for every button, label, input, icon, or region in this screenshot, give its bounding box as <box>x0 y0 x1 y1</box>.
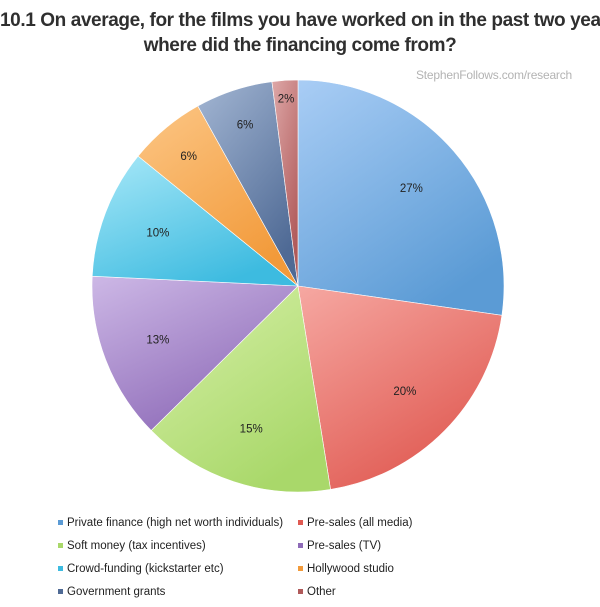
legend-swatch <box>58 589 63 594</box>
legend-swatch <box>298 589 303 594</box>
chart-title: 10.1 On average, for the films you have … <box>0 8 600 58</box>
legend-swatch <box>298 566 303 571</box>
legend-label: Pre-sales (TV) <box>307 539 382 552</box>
legend-swatch <box>58 566 63 571</box>
chart-title-line-1: 10.1 On average, for the films you have … <box>0 10 600 31</box>
pie-labels: 27% 20% 15% 13% 10% 6% 6% 2% <box>146 93 423 435</box>
pie-slice <box>271 79 299 287</box>
slice-value-label: 6% <box>180 151 197 163</box>
pie-slice <box>297 285 503 490</box>
legend-label: Private finance (high net worth individu… <box>67 516 284 529</box>
legend-label: Other <box>307 585 336 598</box>
legend-label: Government grants <box>67 585 166 598</box>
legend-swatch <box>298 520 303 525</box>
chart-title-line-2: where did the financing come from? <box>143 35 457 56</box>
slice-value-label: 13% <box>146 335 169 347</box>
legend: Private finance (high net worth individu… <box>58 514 558 600</box>
legend-item: Soft money (tax incentives) <box>58 537 298 554</box>
slice-value-label: 20% <box>393 386 416 398</box>
legend-label: Soft money (tax incentives) <box>67 539 206 552</box>
slice-value-label: 15% <box>240 424 263 436</box>
legend-swatch <box>298 543 303 548</box>
legend-swatch <box>58 520 63 525</box>
source-credit: StephenFollows.com/research <box>415 68 572 82</box>
legend-label: Crowd-funding (kickstarter etc) <box>67 562 224 575</box>
slice-value-label: 6% <box>237 120 254 132</box>
legend-item: Government grants <box>58 583 298 600</box>
pie-slice <box>91 155 299 287</box>
legend-swatch <box>58 543 63 548</box>
slice-value-label: 27% <box>400 183 423 195</box>
slice-value-label: 2% <box>278 93 295 105</box>
legend-item: Private finance (high net worth individu… <box>58 514 298 531</box>
pie-slice <box>297 79 505 316</box>
legend-label: Hollywood studio <box>307 562 394 575</box>
legend-item: Pre-sales (all media) <box>298 514 538 531</box>
legend-label: Pre-sales (all media) <box>307 516 413 529</box>
pie-slice <box>91 275 299 431</box>
pie-slices <box>91 79 505 493</box>
legend-item: Other <box>298 583 538 600</box>
legend-item: Crowd-funding (kickstarter etc) <box>58 560 298 577</box>
slice-value-label: 10% <box>146 228 169 240</box>
legend-item: Hollywood studio <box>298 560 538 577</box>
pie-slice <box>150 285 331 493</box>
legend-item: Pre-sales (TV) <box>298 537 538 554</box>
